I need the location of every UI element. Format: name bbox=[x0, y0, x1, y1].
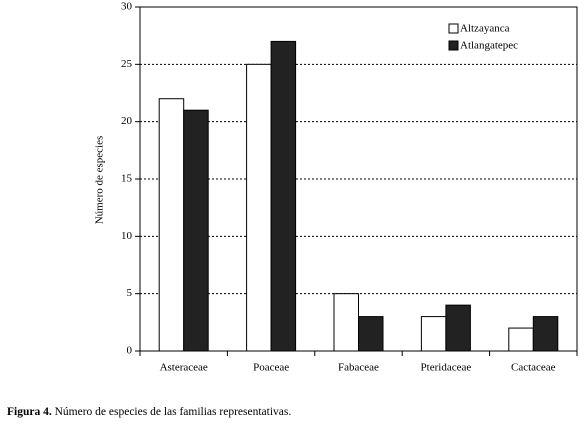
x-tick-label: Cactaceae bbox=[511, 362, 556, 374]
bar bbox=[333, 293, 359, 352]
x-tick-label: Fabaceae bbox=[338, 362, 379, 374]
bar bbox=[246, 63, 272, 352]
y-tick-label: 30 bbox=[121, 1, 133, 13]
legend-swatch bbox=[448, 40, 459, 51]
y-tick-label: 25 bbox=[121, 58, 133, 70]
caption-text: Número de especies de las familias repre… bbox=[54, 406, 292, 418]
y-axis-label: Número de especies bbox=[94, 136, 106, 225]
caption-label: Figura 4. bbox=[7, 406, 52, 418]
y-tick-label: 15 bbox=[121, 173, 133, 185]
bar bbox=[358, 316, 384, 352]
x-tick-label: Pteridaceae bbox=[421, 362, 472, 374]
y-tick-label: 5 bbox=[127, 287, 133, 299]
y-tick-label: 0 bbox=[127, 345, 133, 357]
bar bbox=[532, 316, 559, 352]
legend-label: Atlangatepec bbox=[460, 40, 518, 52]
y-tick-label: 20 bbox=[121, 115, 133, 127]
bar bbox=[158, 98, 185, 352]
x-tick-label: Asteraceae bbox=[160, 362, 208, 374]
legend-swatch bbox=[448, 23, 459, 34]
chart: Número de especies 0 5 10 15 20 25 30 Asteracea… bbox=[94, 1, 578, 374]
y-tick-label: 10 bbox=[121, 230, 133, 242]
bar bbox=[270, 40, 297, 352]
bar bbox=[445, 304, 471, 352]
x-tick-label: Poaceae bbox=[253, 362, 289, 374]
bar bbox=[183, 109, 209, 352]
bar bbox=[508, 327, 534, 352]
legend-label: Altzayanca bbox=[460, 23, 510, 35]
bar bbox=[420, 316, 447, 352]
caption: Figura 4. Número de especies de las fami… bbox=[7, 406, 291, 418]
